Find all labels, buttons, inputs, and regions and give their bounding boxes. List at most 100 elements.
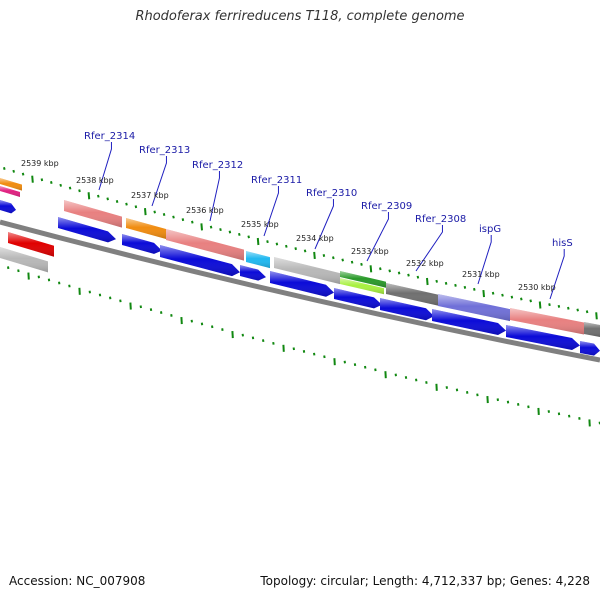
gene-leader-line <box>98 142 112 191</box>
outer-tick-ring <box>3 166 598 320</box>
gene-leader-line <box>549 249 565 300</box>
cds-arrow <box>334 288 382 309</box>
outer-tick-mark <box>303 249 307 253</box>
outer-tick-mark <box>379 267 382 271</box>
topology-summary: Topology: circular; Length: 4,712,337 bp… <box>260 574 590 588</box>
gene-label: Rfer_2309 <box>361 201 412 212</box>
gene-leader-line <box>477 235 492 285</box>
outer-tick-mark <box>31 175 34 183</box>
outer-tick-mark <box>313 251 316 260</box>
outer-tick-mark <box>332 256 335 260</box>
ruler-tick-label: 2534 kbp <box>296 234 334 243</box>
inner-tick-ring <box>7 266 600 427</box>
tick-label-group: 2539 kbp 2538 kbp 2537 kbp 2536 kbp 2535 kbp… <box>21 159 556 292</box>
outer-tick-mark <box>238 232 241 236</box>
cds-arrow <box>122 234 162 254</box>
gene-leader-line <box>314 199 334 250</box>
gene-leader-line <box>151 156 167 207</box>
accession-text: Accession: NC_007908 <box>9 574 146 588</box>
outer-tick-mark <box>78 189 81 193</box>
ruler-tick-label: 2537 kbp <box>131 191 169 200</box>
outer-tick-mark <box>548 303 551 307</box>
feature-grey-inner <box>0 247 48 273</box>
outer-tick-mark <box>3 166 6 170</box>
outer-tick-mark <box>87 192 91 200</box>
ruler-tick-label: 2539 kbp <box>21 159 59 168</box>
gene-label: Rfer_2314 <box>84 131 135 142</box>
gene-leader-line <box>209 171 220 222</box>
outer-tick-mark <box>144 208 147 216</box>
ruler-tick-label: 2535 kbp <box>241 220 279 229</box>
outer-tick-mark <box>209 225 213 229</box>
feature-dark-edge <box>584 322 600 337</box>
outer-tick-mark <box>360 262 363 266</box>
outer-tick-mark <box>388 269 391 273</box>
ruler-tick-label: 2530 kbp <box>518 283 556 292</box>
outer-tick-mark <box>407 273 410 277</box>
feature-green <box>340 271 386 288</box>
outer-tick-mark <box>463 285 467 289</box>
outer-tick-mark <box>200 223 203 231</box>
outer-tick-mark <box>40 178 44 182</box>
outer-tick-mark <box>397 271 401 275</box>
outer-tick-mark <box>106 197 109 201</box>
outer-tick-mark <box>162 213 166 217</box>
cds-arrow <box>240 265 266 281</box>
outer-tick-mark <box>416 275 420 279</box>
gene-label-lines <box>98 142 565 300</box>
feature-pink-1 <box>64 200 122 228</box>
outer-tick-mark <box>350 260 354 264</box>
feature-orange-edge <box>0 178 22 191</box>
gene-label: Rfer_2312 <box>192 160 243 171</box>
ruler-tick-label: 2532 kbp <box>406 259 444 268</box>
outer-tick-mark <box>219 228 222 232</box>
feature-red <box>8 232 54 257</box>
outer-tick-mark <box>50 181 53 185</box>
gene-label: Rfer_2313 <box>139 145 190 156</box>
outer-tick-mark <box>21 172 25 176</box>
outer-tick-mark <box>529 299 532 303</box>
outer-tick-mark <box>97 194 100 198</box>
outer-tick-mark <box>501 293 504 297</box>
gene-label: Rfer_2308 <box>415 214 466 225</box>
cds-arrow <box>506 325 580 350</box>
feature-grey <box>274 257 340 285</box>
outer-tick-mark <box>557 304 561 308</box>
feature-track <box>0 178 600 337</box>
outer-tick-mark <box>181 218 185 222</box>
cds-track <box>0 200 600 356</box>
outer-tick-mark <box>275 242 279 246</box>
outer-tick-mark <box>256 237 260 246</box>
gene-label: hisS <box>552 238 573 249</box>
feature-pink-2 <box>166 229 244 261</box>
outer-tick-mark <box>435 279 438 283</box>
outer-tick-mark <box>369 265 373 273</box>
map-title: Rhodoferax ferrireducens T118, complete … <box>135 9 465 24</box>
outer-tick-mark <box>125 202 128 206</box>
outer-tick-mark <box>228 230 232 234</box>
cds-arrow <box>0 200 16 214</box>
feature-lime <box>340 278 384 295</box>
cds-arrow <box>432 309 506 335</box>
outer-tick-mark <box>322 253 326 257</box>
genome-backbone <box>0 219 600 363</box>
outer-tick-mark <box>294 247 297 251</box>
cds-arrow <box>270 271 334 297</box>
gene-leader-line <box>415 225 443 272</box>
outer-tick-mark <box>59 183 62 187</box>
outer-tick-mark <box>341 258 344 262</box>
ruler-tick-label: 2533 kbp <box>351 247 389 256</box>
cds-arrow <box>380 298 434 321</box>
ruler-tick-label: 2536 kbp <box>186 206 224 215</box>
feature-dark <box>386 283 438 306</box>
outer-tick-mark <box>576 308 579 312</box>
feature-orange <box>126 218 166 240</box>
outer-tick-mark <box>115 200 119 203</box>
outer-tick-mark <box>134 205 138 209</box>
outer-tick-mark <box>595 312 598 320</box>
outer-tick-mark <box>12 169 15 173</box>
outer-tick-mark <box>510 295 514 299</box>
outer-tick-mark <box>482 289 485 298</box>
